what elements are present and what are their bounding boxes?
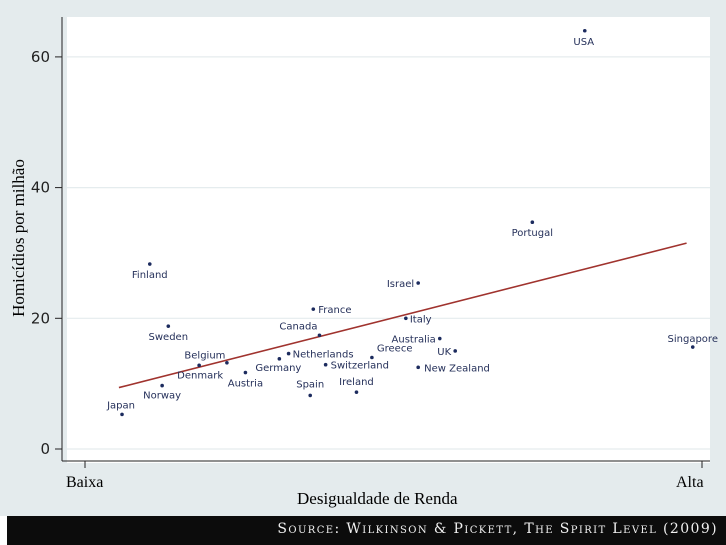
point-label: Portugal — [512, 228, 553, 239]
x-axis-label: Desigualdade de Renda — [297, 489, 458, 508]
point-label: France — [318, 305, 351, 316]
data-point — [354, 390, 359, 394]
data-point — [197, 363, 201, 368]
data-point — [690, 345, 695, 349]
point-label: Israel — [387, 279, 414, 290]
point-label: Ireland — [339, 377, 374, 388]
data-point — [120, 412, 124, 417]
point-label: Greece — [377, 344, 413, 355]
data-point — [416, 365, 420, 370]
point-label: Sweden — [149, 332, 189, 343]
data-point — [370, 355, 374, 360]
gridlines — [67, 56, 710, 450]
data-point — [416, 281, 420, 285]
point-label: New Zealand — [424, 363, 490, 374]
scatter-chart: 0 20 40 60 Japan Norway Finland Sweden Denmark B… — [0, 0, 726, 516]
point-label: USA — [573, 37, 594, 48]
data-point — [243, 370, 248, 375]
point-label: Germany — [255, 363, 301, 374]
source-bar: Source: Wilkinson & Pickett, The Spirit … — [7, 516, 726, 545]
point-label: Belgium — [184, 351, 225, 362]
point-label: UK — [437, 347, 451, 358]
data-point — [323, 362, 328, 367]
y-axis-label: Homicídios por milhão — [9, 159, 28, 317]
x-axis-low-label: Baixa — [66, 474, 104, 491]
point-label: Italy — [410, 314, 432, 325]
data-point — [225, 360, 229, 365]
point-label: Norway — [143, 391, 181, 402]
point-label: Canada — [279, 321, 317, 332]
data-point — [530, 220, 535, 225]
point-label: Switzerland — [331, 361, 389, 372]
point-label: Japan — [106, 400, 135, 411]
x-axis-high-label: Alta — [676, 474, 704, 491]
source-text: Source: Wilkinson & Pickett, The Spirit … — [277, 521, 718, 537]
point-label: Finland — [132, 270, 168, 281]
data-point — [277, 357, 282, 361]
data-point — [166, 324, 171, 328]
plot-area — [67, 17, 710, 463]
data-point — [404, 316, 408, 321]
points: Japan Norway Finland Sweden Denmark Belgium Au… — [106, 28, 718, 417]
point-label: Spain — [296, 379, 324, 390]
axes: 0 20 40 60 — [31, 17, 710, 468]
point-label: Australia — [392, 335, 436, 346]
trendline — [118, 242, 687, 389]
point-label: Singapore — [668, 334, 718, 345]
trendline-group — [118, 242, 687, 389]
data-point — [437, 336, 442, 341]
data-point — [160, 383, 164, 388]
y-tick-label: 60 — [31, 48, 50, 66]
point-label: Denmark — [177, 370, 223, 381]
data-point — [308, 393, 313, 398]
data-point — [453, 349, 458, 353]
y-tick-label: 40 — [31, 179, 50, 197]
point-label: Netherlands — [293, 350, 354, 361]
data-point — [286, 351, 291, 356]
data-point — [311, 307, 316, 311]
point-label: Austria — [228, 379, 263, 390]
y-tick-label: 0 — [40, 440, 50, 458]
data-point — [147, 262, 152, 266]
data-point — [317, 333, 322, 338]
y-tick-label: 20 — [31, 309, 50, 327]
data-point — [582, 28, 587, 33]
